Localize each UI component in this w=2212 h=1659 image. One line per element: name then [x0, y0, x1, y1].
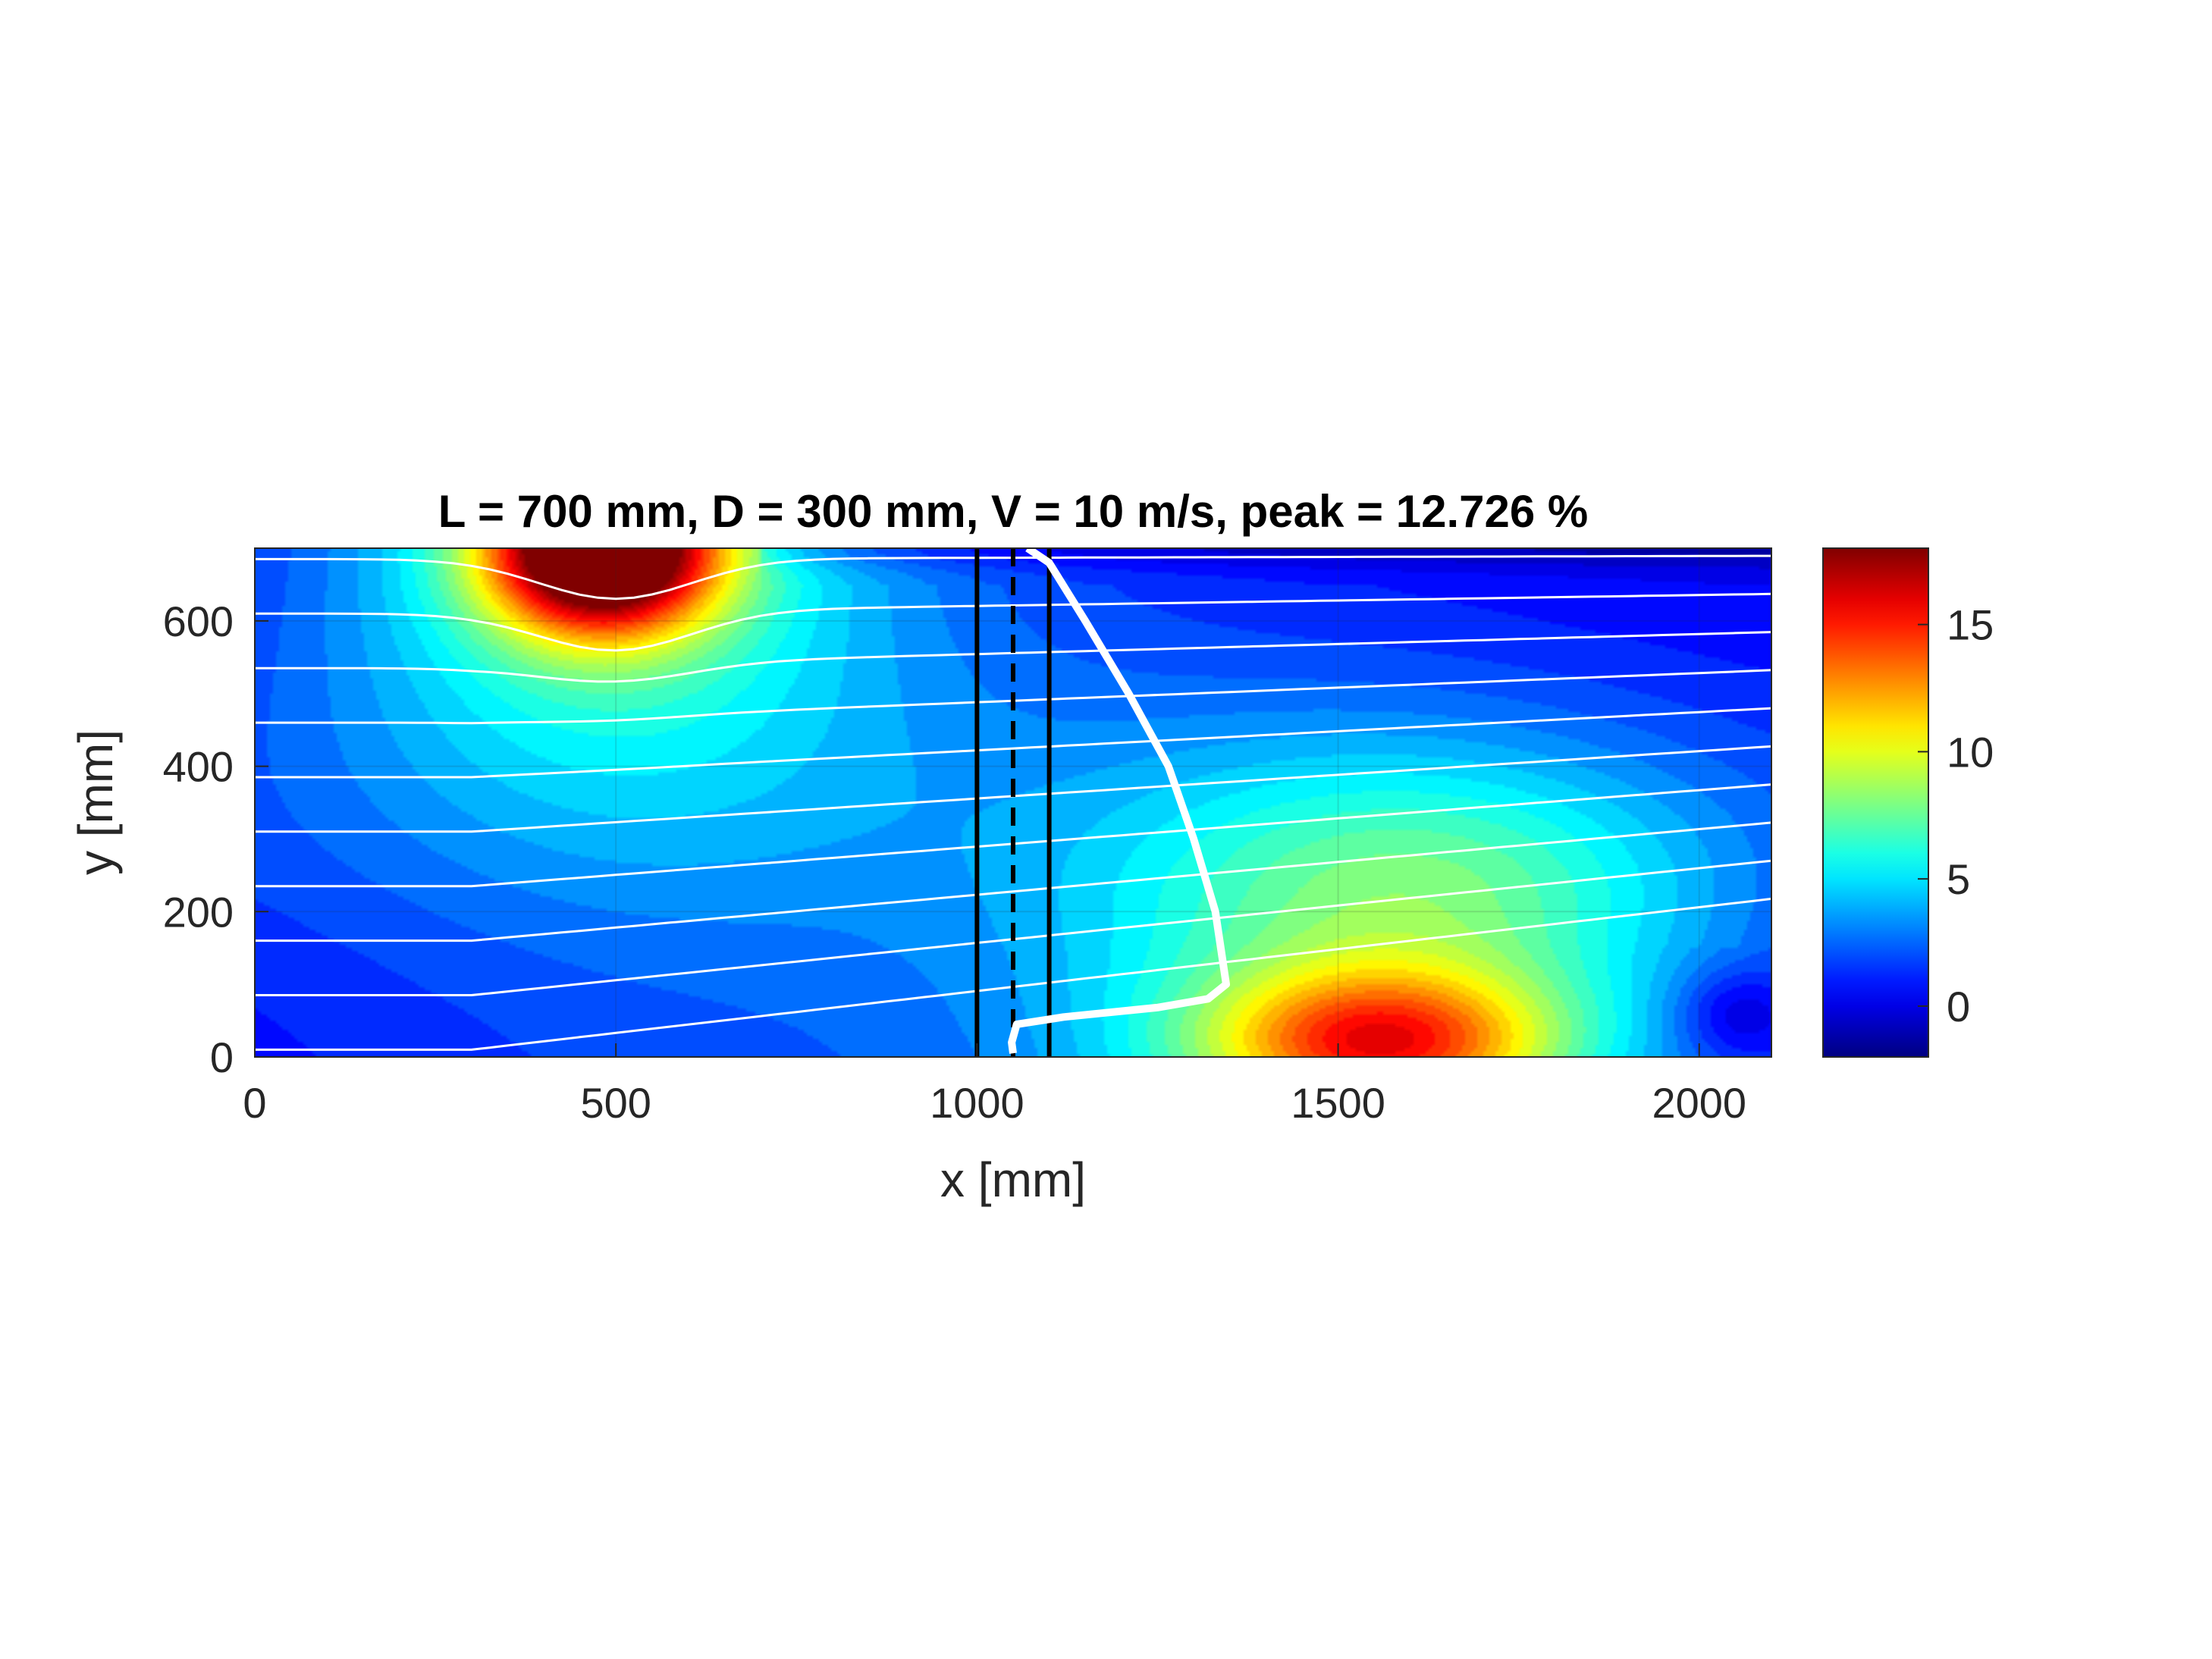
y-tick-label: 400	[163, 743, 234, 791]
chart-title: L = 700 mm, D = 300 mm, V = 10 m/s, peak…	[438, 486, 1589, 537]
velocity-profile	[1008, 548, 1230, 1054]
colorbar-tick-label: 0	[1947, 983, 1970, 1030]
x-tick-label: 2000	[1652, 1079, 1746, 1127]
x-tick-label: 1000	[930, 1079, 1024, 1127]
profile-curve	[1008, 548, 1230, 1054]
x-tick-label: 500	[580, 1079, 651, 1127]
plot-area	[254, 547, 1772, 1058]
streamline	[255, 821, 1771, 942]
streamline	[255, 592, 1771, 652]
y-tick-label: 600	[163, 597, 234, 645]
streamline	[255, 707, 1771, 779]
x-tick-label: 0	[243, 1079, 266, 1127]
reference-lines	[974, 548, 1052, 1057]
y-axis-ticks: 0 200 400 600	[163, 597, 268, 1081]
plot-frame	[254, 547, 1772, 1058]
y-tick-label: 200	[163, 888, 234, 936]
heatmap-field	[255, 548, 1771, 1057]
colorbar-tick-label: 5	[1947, 855, 1970, 903]
colorbar: 0 5 10 15	[1822, 547, 1994, 1058]
y-axis-label: y [mm]	[68, 729, 123, 875]
colorbar-bar	[1822, 547, 1929, 1058]
colorbar-tick-label: 15	[1947, 601, 1994, 649]
y-tick-label: 0	[210, 1033, 234, 1081]
x-axis-label: x [mm]	[940, 1153, 1086, 1207]
x-axis-ticks: 0 500 1000 1500 2000	[243, 1043, 1746, 1127]
streamline	[255, 631, 1771, 683]
x-tick-label: 1500	[1291, 1079, 1385, 1127]
colorbar-ticks: 0 5 10 15	[1918, 601, 1994, 1030]
colorbar-tick-label: 10	[1947, 728, 1994, 776]
